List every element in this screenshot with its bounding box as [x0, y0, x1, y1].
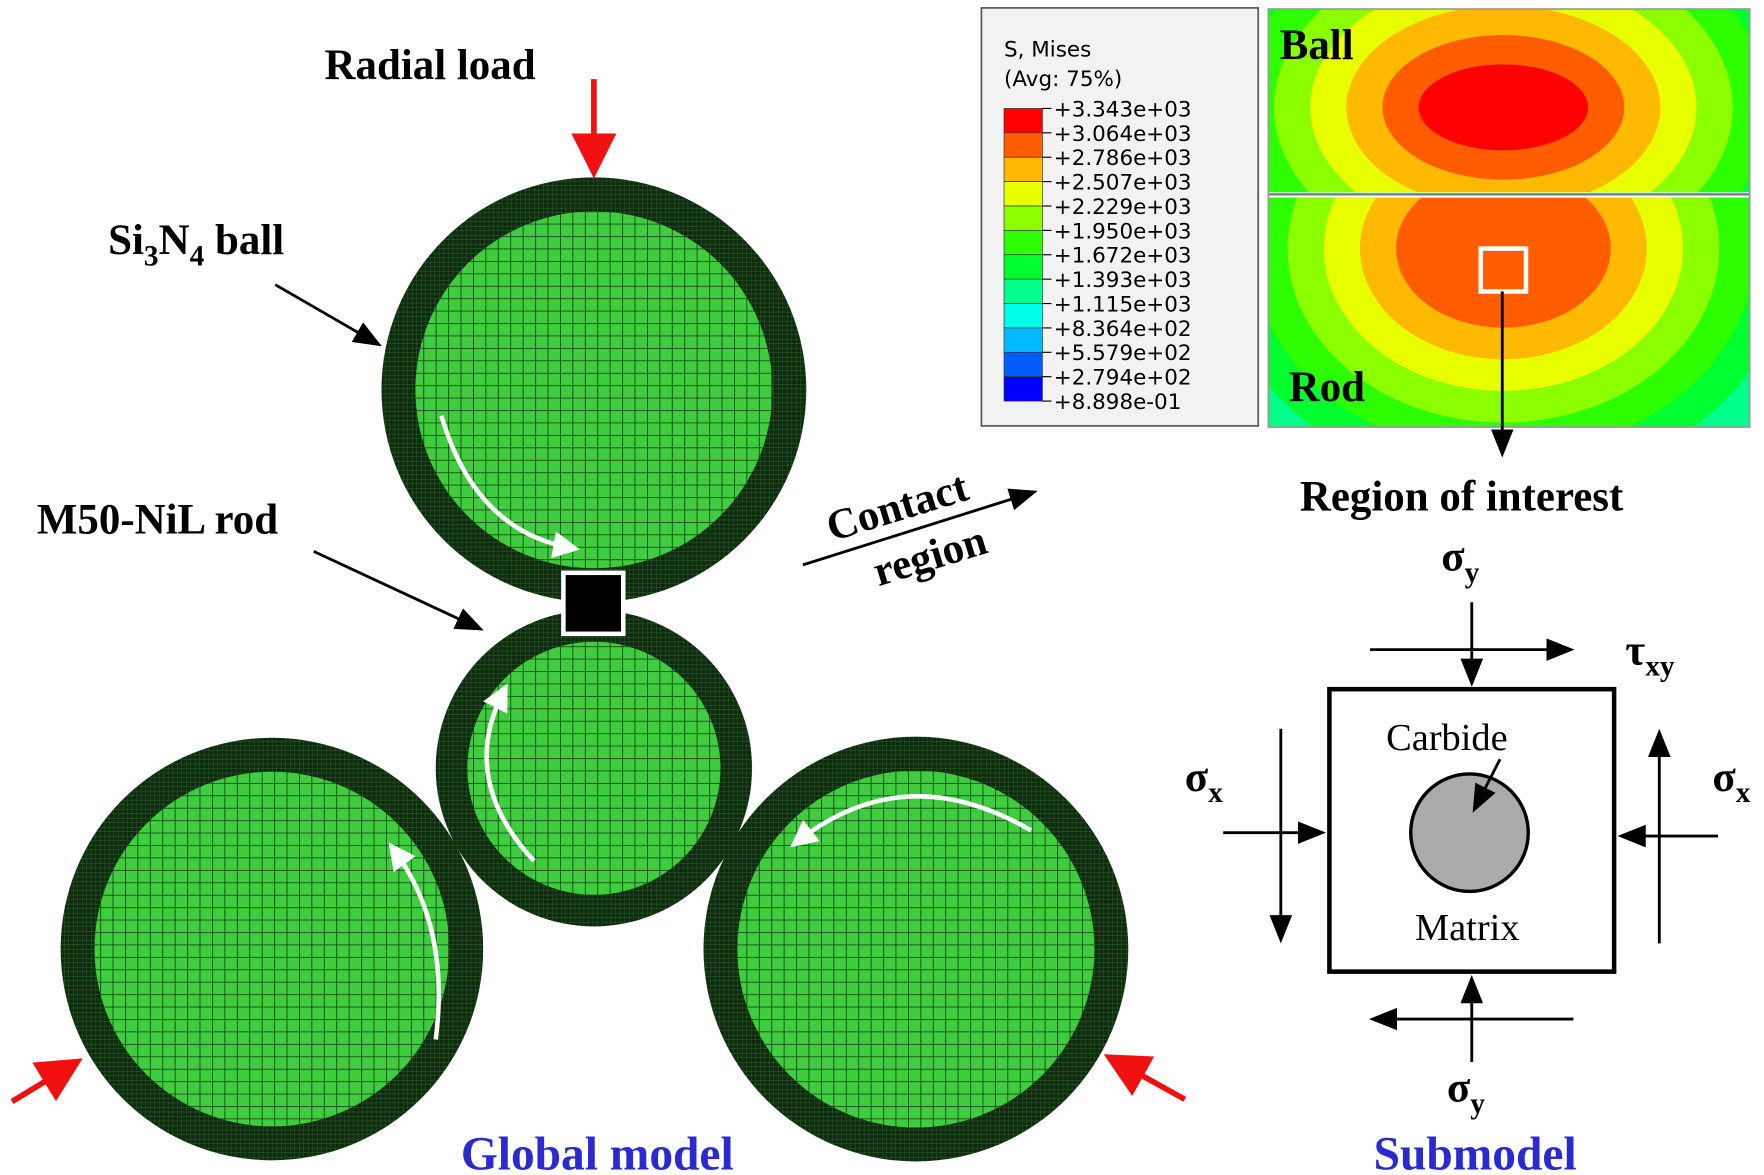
left-ball — [61, 738, 484, 1161]
global-model-title: Global model — [461, 1128, 734, 1175]
legend-subtitle: (Avg: 75%) — [1004, 67, 1122, 92]
tau-xy: τxy — [1625, 627, 1674, 682]
legend-label: +1.115e+03 — [1054, 292, 1192, 317]
figure: Radial load Si3N4 ball M50-NiL rod Conta… — [0, 0, 1764, 1175]
legend-label: +1.393e+03 — [1054, 268, 1192, 293]
sigma-y-top: σy — [1441, 534, 1479, 589]
legend-swatch — [1004, 304, 1042, 328]
legend-label: +3.064e+03 — [1054, 122, 1192, 147]
carbide-label: Carbide — [1386, 717, 1508, 759]
legend: S, Mises (Avg: 75%) +3.343e+03+3.064e+03… — [981, 8, 1258, 426]
legend-label: +2.786e+03 — [1054, 146, 1192, 171]
radial-load-label: Radial load — [325, 42, 536, 89]
legend-label: +3.343e+03 — [1054, 97, 1192, 122]
sigma-x-right: σx — [1712, 754, 1750, 809]
contact-region-label: Contact region — [821, 463, 993, 605]
contact-box — [563, 573, 623, 634]
legend-label: +8.898e-01 — [1054, 390, 1182, 415]
legend-swatch — [1004, 377, 1042, 401]
legend-swatch — [1004, 133, 1042, 157]
sigma-y-bottom: σy — [1447, 1065, 1485, 1120]
right-ball — [703, 737, 1128, 1162]
legend-label: +1.672e+03 — [1054, 244, 1192, 269]
legend-swatch — [1004, 157, 1042, 181]
legend-label: +1.950e+03 — [1054, 219, 1192, 244]
legend-swatch — [1004, 182, 1042, 206]
submodel: Carbide Matrix σy σy σx σx τxy Submodel — [1185, 534, 1751, 1175]
roi-label: Region of interest — [1300, 474, 1624, 521]
legend-swatch — [1004, 108, 1042, 132]
legend-swatch — [1004, 255, 1042, 279]
rod-label: M50-NiL rod — [37, 496, 278, 543]
contour-band — [1419, 64, 1588, 150]
legend-swatch — [1004, 279, 1042, 303]
ball-label: Si3N4 ball — [108, 217, 284, 272]
ball-contour-label: Ball — [1280, 22, 1354, 69]
legend-label: +5.579e+02 — [1054, 341, 1192, 366]
matrix-label: Matrix — [1415, 907, 1520, 949]
top-ball — [381, 177, 806, 602]
legend-label: +2.794e+02 — [1054, 366, 1192, 391]
legend-swatch — [1004, 328, 1042, 352]
rod — [436, 610, 752, 926]
legend-label: +2.507e+03 — [1054, 171, 1192, 196]
legend-title: S, Mises — [1004, 37, 1091, 62]
submodel-title: Submodel — [1374, 1128, 1577, 1175]
legend-label: +8.364e+02 — [1054, 317, 1192, 342]
legend-swatch — [1004, 206, 1042, 230]
legend-swatch — [1004, 230, 1042, 254]
carbide — [1411, 774, 1529, 892]
rod-contour-label: Rod — [1289, 364, 1365, 411]
legend-label: +2.229e+03 — [1054, 195, 1192, 220]
sigma-x-left: σx — [1185, 754, 1223, 809]
legend-swatch — [1004, 352, 1042, 376]
